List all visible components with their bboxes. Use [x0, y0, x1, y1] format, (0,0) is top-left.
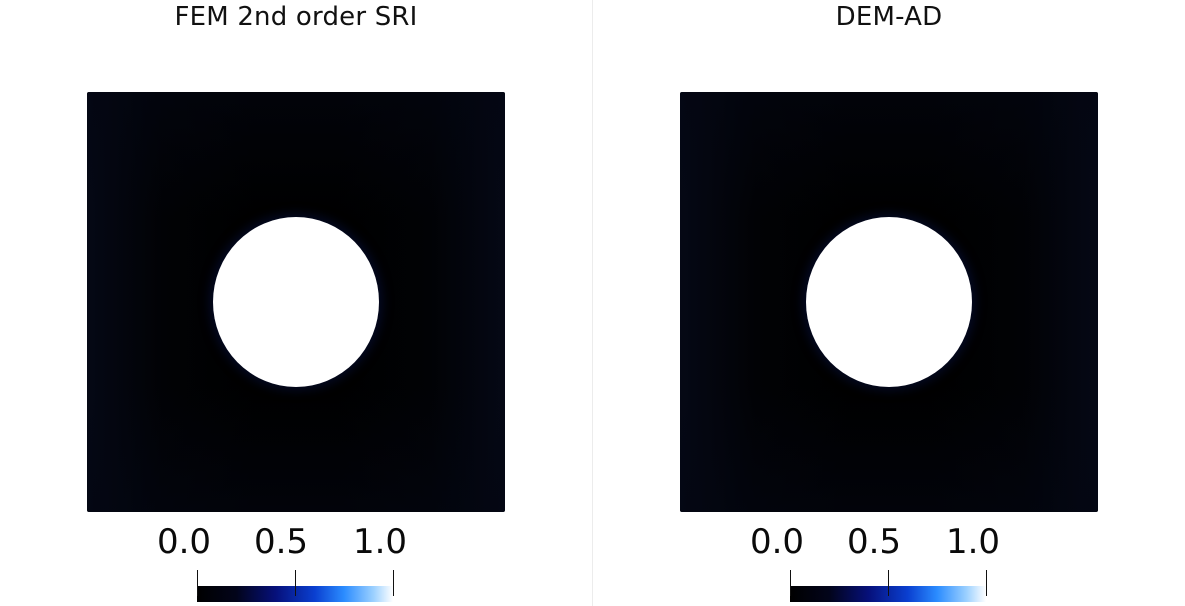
colorbar-tick	[295, 570, 296, 596]
colorbar-tick-label: 0.0	[156, 522, 212, 562]
circular-hole	[213, 217, 379, 387]
colorbar-tick	[888, 570, 889, 596]
right-panel: DEM-AD 0.0 0.5 1.0	[593, 0, 1185, 606]
colorbar-tick-label: 1.0	[352, 522, 408, 562]
colorbar-tick-label: 0.5	[253, 522, 309, 562]
panel-title: DEM-AD	[835, 2, 943, 32]
colorbar-tick	[790, 570, 791, 596]
colorbar-tick	[393, 570, 394, 596]
plate-field	[680, 92, 1098, 512]
left-panel: FEM 2nd order SRI 0.0 0.5 1.0	[0, 0, 592, 606]
plate-field	[87, 92, 505, 512]
colorbar-tick-label: 0.5	[846, 522, 902, 562]
colorbar-labels: 0.0 0.5 1.0	[593, 522, 1185, 566]
colorbar-tick	[197, 570, 198, 596]
colorbar-tick-label: 1.0	[945, 522, 1001, 562]
circular-hole	[806, 217, 972, 387]
colorbar-tick	[986, 570, 987, 596]
panel-title: FEM 2nd order SRI	[174, 2, 418, 32]
colorbar-labels: 0.0 0.5 1.0	[0, 522, 592, 566]
colorbar-tick-label: 0.0	[749, 522, 805, 562]
panel-divider	[592, 0, 593, 606]
